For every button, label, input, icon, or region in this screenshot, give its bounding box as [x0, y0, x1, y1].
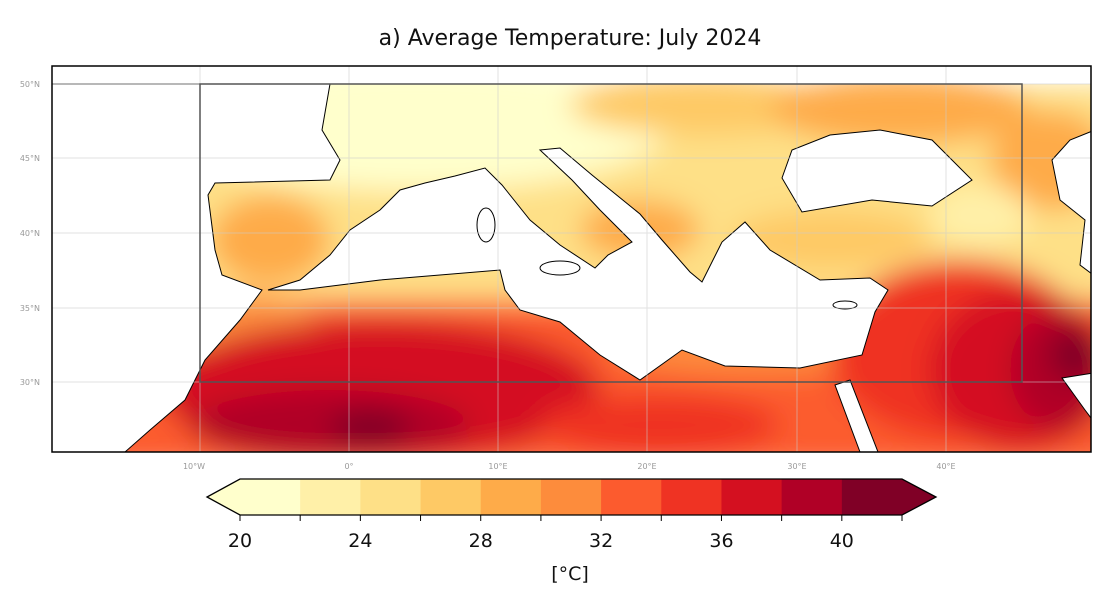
colorbar-bin — [420, 479, 482, 515]
temperature-field — [52, 66, 1091, 452]
colorbar-bin — [661, 479, 722, 515]
colorbar: 20 24 28 32 36 40 — [205, 478, 938, 552]
colorbar-tick-label: 20 — [228, 530, 252, 552]
lon-label: 30°E — [787, 462, 806, 471]
lon-label: 10°E — [488, 462, 507, 471]
colorbar-tick-label: 24 — [348, 530, 372, 552]
map-title: a) Average Temperature: July 2024 — [378, 26, 762, 51]
lon-label: 20°E — [637, 462, 656, 471]
latitude-labels: 50°N 45°N 40°N 35°N 30°N — [20, 80, 40, 387]
colorbar-tick-label: 36 — [709, 530, 733, 552]
lat-label: 30°N — [20, 378, 40, 387]
lon-label: 0° — [344, 462, 353, 471]
colorbar-bin — [300, 479, 361, 515]
colorbar-tick-label: 40 — [830, 530, 854, 552]
colorbar-bin — [240, 479, 301, 515]
colorbar-bin — [601, 479, 662, 515]
colorbar-bin — [781, 479, 843, 515]
colorbar-bin — [841, 479, 903, 515]
coastlines — [52, 66, 1091, 452]
colorbar-tick-label: 28 — [469, 530, 493, 552]
colorbar-extend-high — [902, 479, 936, 515]
lat-label: 40°N — [20, 229, 40, 238]
map-frame — [51, 65, 1092, 453]
lat-label: 50°N — [20, 80, 40, 89]
colorbar-label: [°C] — [551, 563, 589, 585]
colorbar-extend-low — [207, 479, 240, 515]
colorbar-bin — [721, 479, 783, 515]
lat-label: 45°N — [20, 154, 40, 163]
lon-label: 10°W — [183, 462, 205, 471]
colorbar-bin — [360, 479, 422, 515]
region-box — [199, 83, 1023, 383]
colorbar-tick-label: 32 — [589, 530, 613, 552]
lat-label: 35°N — [20, 304, 40, 313]
lon-label: 40°E — [936, 462, 955, 471]
longitude-labels: 10°W 0° 10°E 20°E 30°E 40°E — [183, 462, 956, 471]
colorbar-bin — [480, 479, 542, 515]
colorbar-bin — [540, 479, 602, 515]
